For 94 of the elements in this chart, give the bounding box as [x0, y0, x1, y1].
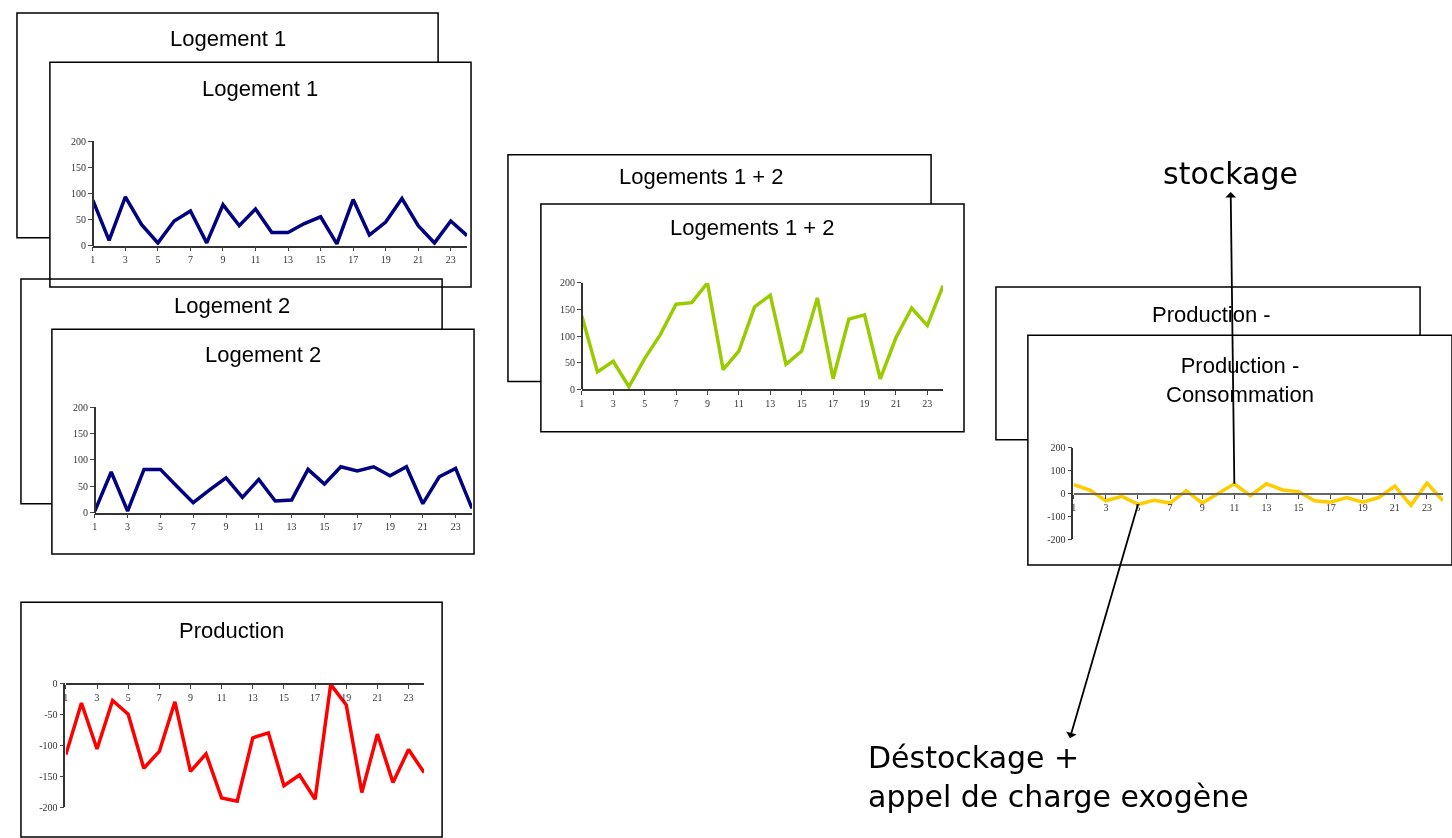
x-tick-label: 19: [859, 398, 870, 410]
x-tick-label: 1: [63, 691, 69, 703]
y-tick-label: 200: [73, 401, 89, 413]
y-tick-label: 100: [1050, 465, 1066, 476]
y-tick-label: 0: [52, 677, 58, 689]
x-tick-label: 1: [90, 254, 96, 266]
x-tick-label: 17: [310, 691, 321, 703]
x-tick-label: 9: [704, 398, 710, 410]
x-tick-label: 11: [1229, 502, 1240, 514]
x-tick-label: 21: [1389, 502, 1400, 514]
x-tick-label: 21: [417, 521, 428, 533]
x-tick-label: 13: [283, 254, 294, 266]
x-tick-label: 21: [372, 691, 383, 703]
text: Logements 1 + 2: [619, 164, 784, 189]
y-tick-label: 150: [71, 161, 87, 173]
x-tick-label: 11: [216, 691, 227, 703]
y-tick-label: 50: [78, 480, 89, 492]
y-tick-label: -50: [44, 708, 58, 720]
chart-title: Production: [179, 618, 285, 643]
x-tick-label: 15: [278, 691, 289, 703]
y-tick-label: -200: [39, 801, 58, 813]
x-tick-label: 17: [352, 521, 363, 533]
y-tick-label: 150: [560, 304, 576, 316]
x-tick-label: 7: [1167, 502, 1173, 514]
y-tick-label: 50: [565, 357, 576, 369]
x-tick-label: 17: [348, 254, 359, 266]
x-tick-label: 3: [610, 398, 616, 410]
annotation: stockage: [1163, 156, 1298, 191]
x-tick-label: 3: [125, 521, 131, 533]
chart-title: Logement 2: [205, 342, 322, 367]
y-tick-label: 200: [71, 135, 87, 147]
x-tick-label: 19: [1357, 502, 1368, 514]
x-tick-label: 21: [413, 254, 424, 266]
x-tick-label: 13: [247, 691, 258, 703]
x-tick-label: 17: [1325, 502, 1336, 514]
x-tick-label: 7: [190, 521, 196, 533]
x-tick-label: 15: [796, 398, 807, 410]
x-tick-label: 1: [1071, 502, 1077, 514]
x-tick-label: 15: [319, 521, 330, 533]
y-tick-label: 200: [560, 277, 576, 289]
x-tick-label: 13: [1261, 502, 1272, 514]
x-tick-label: 23: [450, 521, 461, 533]
x-tick-label: 23: [445, 254, 456, 266]
chart-title: Logement 1: [202, 76, 319, 101]
x-tick-label: 5: [125, 691, 131, 703]
x-tick-label: 3: [1103, 502, 1109, 514]
x-tick-label: 9: [187, 691, 193, 703]
y-tick-label: 0: [81, 240, 87, 252]
x-tick-label: 9: [1199, 502, 1205, 514]
chart-title: Logements 1 + 2: [670, 215, 835, 240]
x-tick-label: 23: [1421, 502, 1432, 514]
x-tick-label: 15: [315, 254, 326, 266]
annotation: Déstockage + appel de charge exogène: [868, 740, 1249, 814]
x-tick-label: 11: [254, 521, 264, 533]
x-tick-label: 5: [155, 254, 161, 266]
text: Logement 2: [174, 293, 291, 318]
y-tick-label: -100: [1047, 510, 1066, 522]
x-tick-label: 3: [94, 691, 100, 703]
x-tick-label: 7: [156, 691, 162, 703]
y-tick-label: 0: [570, 383, 576, 395]
y-tick-label: 50: [76, 213, 87, 225]
y-tick-label: 0: [1060, 487, 1066, 499]
y-tick-label: 150: [73, 428, 89, 440]
x-tick-label: 11: [250, 254, 261, 266]
x-tick-label: 13: [765, 398, 776, 410]
y-tick-label: 100: [560, 330, 576, 342]
y-tick-label: -100: [39, 739, 58, 751]
line-series: [581, 282, 944, 389]
x-tick-label: 1: [579, 398, 585, 410]
x-tick-label: 11: [734, 398, 744, 410]
y-tick-label: 200: [1050, 442, 1066, 454]
y-tick-label: -150: [39, 770, 58, 782]
y-tick-label: 100: [73, 454, 89, 466]
x-tick-label: 19: [385, 521, 396, 533]
x-tick-label: 7: [673, 398, 679, 410]
x-tick-label: 5: [157, 521, 163, 533]
y-tick-label: 0: [83, 507, 89, 519]
x-tick-label: 9: [220, 254, 226, 266]
x-tick-label: 5: [642, 398, 648, 410]
x-tick-label: 15: [1293, 502, 1304, 514]
y-tick-label: 100: [71, 187, 87, 199]
x-tick-label: 3: [122, 254, 128, 266]
x-tick-label: 13: [286, 521, 297, 533]
text: Logement 1: [170, 26, 287, 51]
x-tick-label: 23: [922, 398, 933, 410]
x-tick-label: 9: [223, 521, 229, 533]
x-tick-label: 1: [92, 521, 98, 533]
x-tick-label: 19: [380, 254, 391, 266]
x-tick-label: 19: [341, 691, 352, 703]
y-tick-label: -200: [1047, 533, 1066, 545]
x-tick-label: 23: [403, 691, 414, 703]
x-tick-label: 21: [890, 398, 901, 410]
x-tick-label: 17: [828, 398, 839, 410]
x-tick-label: 7: [187, 254, 193, 266]
